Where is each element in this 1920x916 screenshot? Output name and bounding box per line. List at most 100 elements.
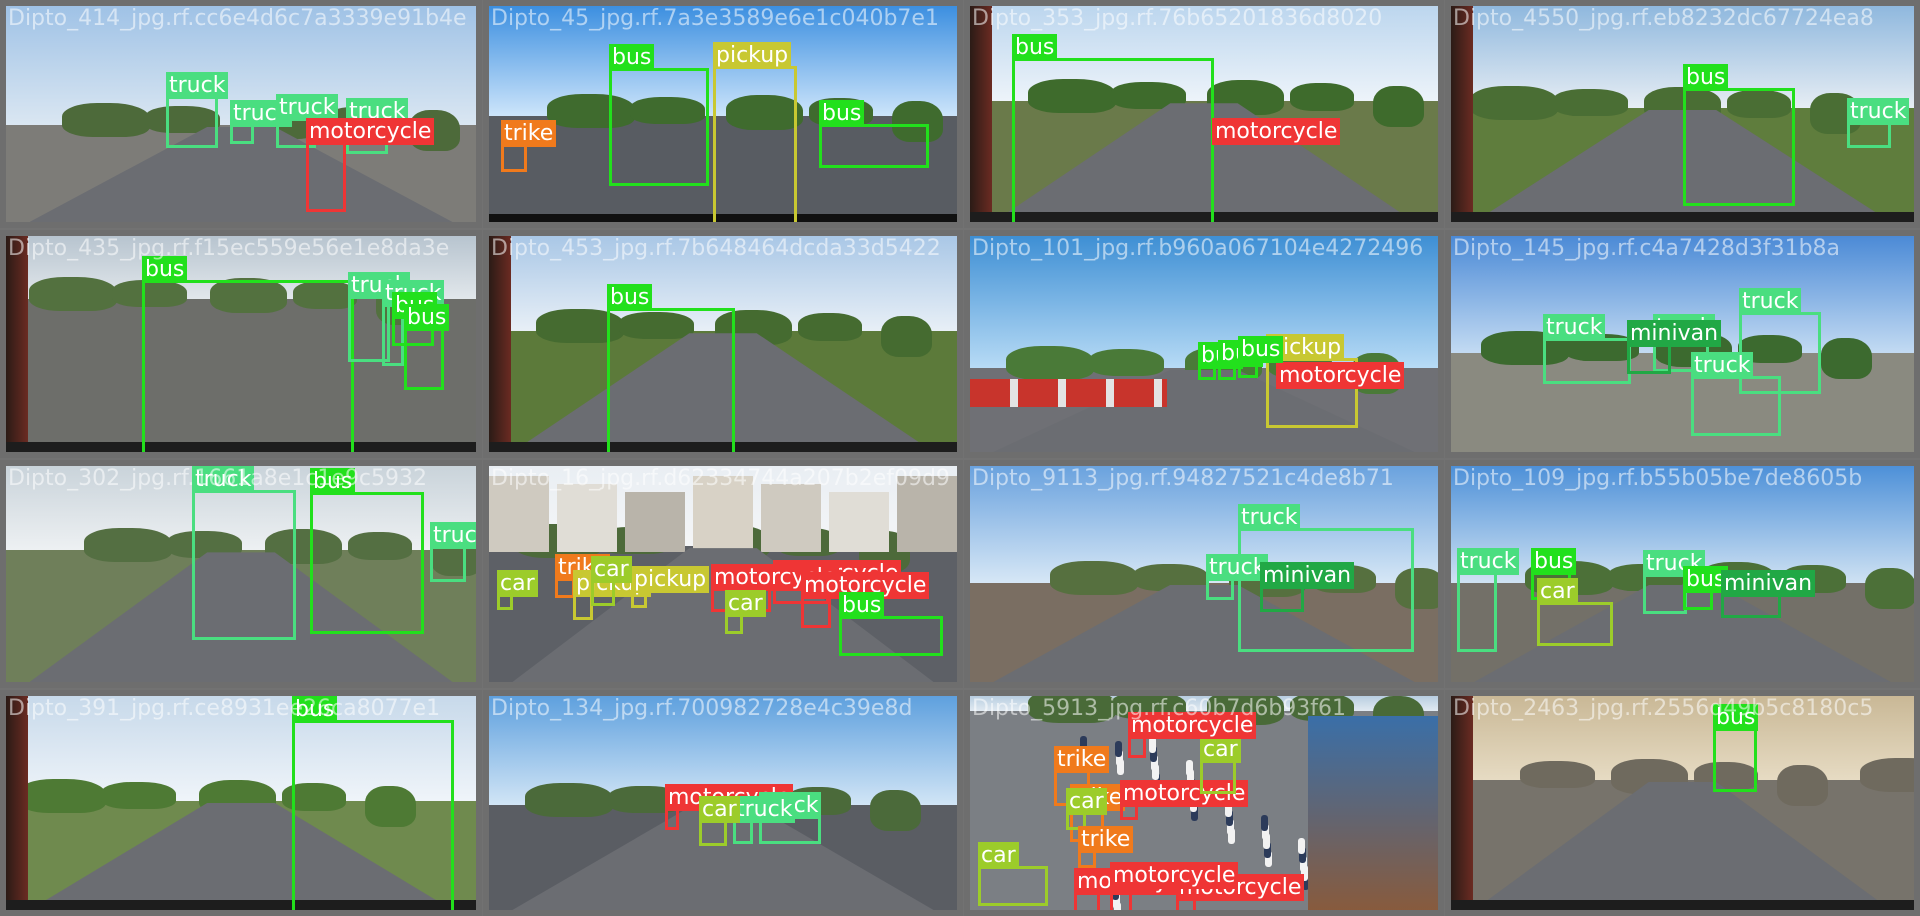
detection-label: truck [1691, 352, 1754, 379]
dashboard [489, 442, 957, 452]
detection-label: bus [607, 284, 653, 311]
detection-label: bus [1238, 336, 1284, 363]
image-filename: Dipto_453_jpg.rf.7b648464dcda33d5422 [491, 236, 941, 261]
storefront [1308, 716, 1438, 910]
detection-box-minivan: minivan [1260, 562, 1355, 612]
image-filename: Dipto_353_jpg.rf.76b65201836d8020 [972, 6, 1383, 31]
dashboard [970, 212, 1438, 222]
detection-label: trike [1078, 826, 1134, 853]
detection-box-truck: truck [230, 100, 293, 144]
detection-label: bus [1683, 566, 1729, 593]
detection-label: truck [166, 72, 229, 99]
detection-box-bus: bus [1218, 340, 1264, 380]
detection-box-trike: trike [555, 554, 611, 598]
building [557, 484, 617, 553]
bridge-rail [489, 214, 957, 222]
scene-background [1451, 696, 1914, 910]
tree-cluster [525, 783, 613, 818]
mosaic-tile: pickupmotorcyclebusbusbusDipto_101_jpg.r… [964, 230, 1444, 458]
detection-label: pickup [713, 42, 792, 69]
detection-box-motorcycle: motorcycle [306, 118, 435, 212]
detection-label: car [725, 590, 766, 617]
detection-label: truck [430, 522, 476, 549]
tree-cluster [630, 97, 705, 125]
detection-label: truck [1543, 314, 1606, 341]
detection-label: truck [1206, 554, 1269, 581]
detection-box-motorcycle: motorcycle [1276, 362, 1405, 389]
ground [489, 116, 957, 222]
detection-label: motorcycle [1276, 362, 1405, 389]
detection-box-pickup: pickup [713, 42, 797, 222]
image-filename: Dipto_391_jpg.rf.ce8931ee26ca8077e1 [8, 696, 441, 721]
detection-label: motorcycle [306, 118, 435, 145]
pedestrian [1150, 746, 1157, 762]
detection-box-car: car [1537, 578, 1613, 646]
detection-label: trike [501, 120, 557, 147]
window-frame [6, 696, 28, 910]
tree-cluster [881, 316, 932, 358]
detection-label: bus [839, 592, 885, 619]
image-filename: Dipto_45_jpg.rf.7a3e3589e6e1c040b7e1 [491, 6, 939, 31]
detection-label: car [978, 842, 1019, 869]
tree-cluster [1006, 345, 1094, 380]
detection-box-bus: bus [142, 256, 354, 452]
mosaic-tile: bus truck Dipto_4550_jpg.rf.eb8232dc67724e… [1445, 0, 1920, 228]
pedestrian [1151, 755, 1158, 771]
detection-box-truck: truck [1206, 554, 1269, 600]
detection-label: bus [142, 256, 188, 283]
pedestrian [1225, 801, 1232, 817]
tree-cluster [101, 782, 176, 809]
detection-box-motorcycle: motorcycle [1212, 118, 1341, 145]
detection-label: truck [1238, 504, 1301, 531]
mosaic-tile: cartriketrikemotorcyclecarmotorcyclecarm… [964, 690, 1444, 916]
detection-box-bus: bus [1238, 336, 1284, 378]
pedestrian [1299, 847, 1306, 863]
detection-label: bus [1531, 548, 1577, 575]
detection-box-truck: truck [192, 466, 296, 640]
pedestrian [1116, 750, 1123, 766]
detection-label: bus [1713, 704, 1759, 731]
tree-cluster [1395, 567, 1438, 609]
image-filename: Dipto_16_jpg.rf.d62334744a207b2ef09d9 [491, 466, 950, 491]
building [897, 476, 957, 553]
dashboard [1451, 212, 1914, 222]
detection-label: motorcycle [801, 572, 930, 599]
mosaic-tile: bus Dipto_2463_jpg.rf.2556d49b5c8180c5 [1445, 690, 1920, 916]
pedestrian [1191, 805, 1198, 821]
pedestrian [1228, 828, 1235, 844]
detection-box-truck: truck [276, 94, 339, 148]
detection-box-motorcycle: motorcycle [1176, 874, 1305, 910]
tree-cluster [84, 528, 172, 563]
detection-box-truck: truck [1643, 550, 1706, 614]
detection-label: bus [1683, 64, 1729, 91]
tree-cluster [1089, 348, 1164, 376]
mosaic-tile: truckbustruckDipto_302_jpg.rf.1661a8e1c1… [0, 460, 482, 688]
pedestrian [1298, 838, 1305, 854]
detection-box-truck: truck [430, 522, 476, 582]
detection-box-car: car [978, 842, 1048, 906]
detection-box-minivan: minivan [1627, 320, 1722, 374]
detection-label: minivan [1627, 320, 1722, 347]
mosaic-tile: trucktruckminivantrucktruckDipto_145_jpg… [1445, 230, 1920, 458]
tree-cluster [619, 312, 694, 340]
detection-box-trike: trike [501, 120, 557, 172]
tree-cluster [1865, 567, 1914, 609]
detection-label: pickup [631, 566, 710, 593]
tree-cluster [348, 532, 412, 561]
detection-box-bus: bus [609, 44, 709, 186]
detection-box-bus: bus [292, 696, 454, 910]
window-frame [6, 236, 28, 452]
detection-box-truck: truck [1847, 98, 1910, 148]
detection-label: car [591, 556, 632, 583]
barrier [970, 378, 1167, 407]
pedestrian [1265, 851, 1272, 867]
scene-background [6, 466, 476, 682]
detection-label: motorcycle [1110, 862, 1239, 889]
detection-label: trike [1054, 746, 1110, 773]
pedestrian [1113, 893, 1120, 909]
pedestrian [1262, 824, 1269, 840]
window-frame [1451, 696, 1473, 910]
tree-cluster [365, 786, 416, 827]
scene-background [970, 466, 1438, 682]
tree-cluster [1028, 696, 1116, 724]
